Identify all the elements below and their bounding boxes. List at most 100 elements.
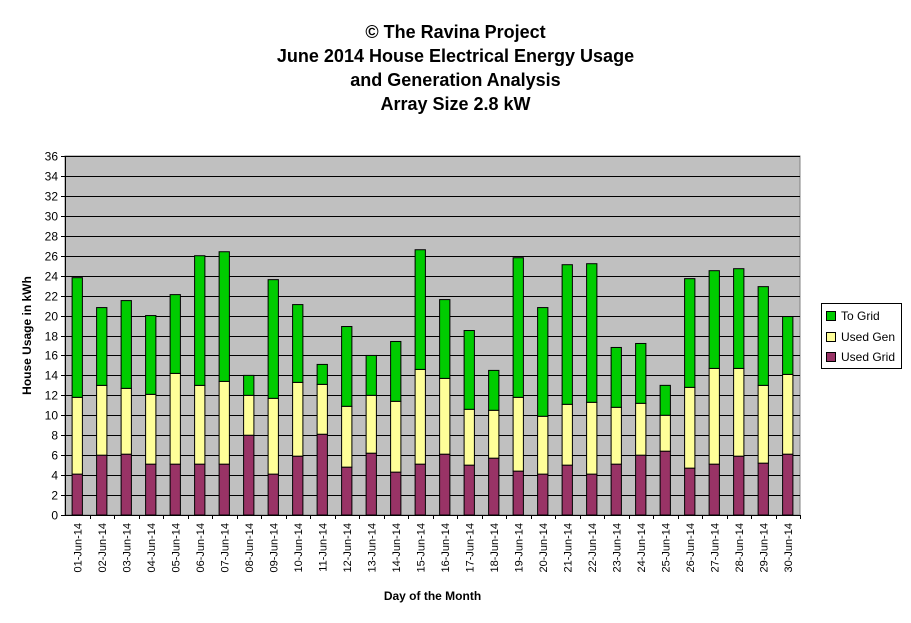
bar-used-gen [635,402,647,456]
y-tick-label: 16 [45,349,59,363]
bar-to-grid [96,307,108,386]
bar-used-grid [120,453,132,516]
bar-to-grid [561,264,573,405]
bar-used-gen [586,401,598,475]
bar-used-grid [341,466,353,516]
legend-swatch-used-gen [826,331,836,342]
x-tick-label: 23-Jun-14 [611,523,623,573]
x-tick-label: 03-Jun-14 [121,523,133,573]
x-tick-label: 10-Jun-14 [293,523,305,573]
y-tick-label: 2 [51,489,58,503]
bar-used-grid [782,453,794,516]
legend-item-to-grid: To Grid [826,309,880,323]
bar-to-grid [194,255,206,386]
y-tick-label: 20 [45,310,59,324]
bar-to-grid [782,316,794,375]
x-tick-label: 25-Jun-14 [660,523,672,573]
bar-used-grid [463,464,475,516]
bar-used-gen [194,384,206,465]
bar-to-grid [439,299,451,379]
x-tick-label: 12-Jun-14 [342,523,354,573]
bar-used-grid [71,473,83,516]
x-tick-label: 21-Jun-14 [562,523,574,573]
bar-used-gen [243,394,255,436]
chart-title-line-2: June 2014 House Electrical Energy Usage [276,46,635,66]
bar-used-grid [169,463,181,516]
bar-to-grid [71,277,83,398]
bar-to-grid [390,340,402,402]
bar-used-gen [390,400,402,473]
chart-title-line-4: Array Size 2.8 kW [380,94,531,114]
bar-to-grid [757,286,769,386]
legend-swatch-used-grid [826,351,836,362]
x-tick-label: 13-Jun-14 [366,523,378,573]
y-tick-label: 30 [45,210,59,224]
bar-used-gen [145,393,157,465]
bar-to-grid [537,307,549,417]
y-axis-label: House Usage in kWh [20,276,34,395]
bar-used-grid [390,471,402,516]
bar-used-gen [71,396,83,475]
x-tick-label: 19-Jun-14 [513,523,525,573]
y-tick-label: 12 [45,389,59,403]
x-tick-label: 24-Jun-14 [636,523,648,573]
bar-used-gen [537,415,549,475]
legend-item-used-gen: Used Gen [826,330,895,344]
bar-to-grid [586,263,598,403]
y-tick-label: 4 [51,469,58,483]
x-tick-label: 30-Jun-14 [783,523,795,573]
bar-to-grid [635,342,647,404]
x-tick-label: 28-Jun-14 [734,523,746,573]
bar-used-gen [659,414,671,452]
bar-used-grid [659,450,671,516]
bar-used-grid [635,454,647,516]
bar-used-grid [708,463,720,516]
x-tick-label: 22-Jun-14 [587,523,599,573]
x-tick-label: 15-Jun-14 [415,523,427,573]
legend-item-used-grid: Used Grid [826,350,895,364]
bar-to-grid [145,315,157,395]
chart-title-line-1: © The Ravina Project [365,22,546,42]
bar-used-gen [733,367,745,457]
bar-used-gen [218,380,230,465]
bar-used-gen [96,384,108,456]
y-tick-label: 26 [45,250,59,264]
bar-used-gen [561,403,573,466]
bar-to-grid [120,300,132,389]
bar-used-gen [684,386,696,469]
bar-to-grid [218,251,230,382]
bar-used-gen [512,396,524,472]
x-tick-label: 09-Jun-14 [268,523,280,573]
bar-used-gen [610,406,622,465]
bar-used-grid [218,463,230,516]
y-tick-label: 18 [45,330,59,344]
bar-to-grid [365,354,377,396]
bar-to-grid [341,326,353,407]
legend-label-used-grid: Used Grid [841,350,896,364]
bar-used-grid [684,467,696,516]
bar-used-gen [341,405,353,468]
bar-used-gen [169,372,181,465]
bar-used-grid [757,462,769,516]
bar-used-grid [414,463,426,516]
legend-label-to-grid: To Grid [841,309,880,323]
x-tick-label: 11-Jun-14 [317,523,329,572]
bar-used-grid [439,453,451,516]
bar-used-grid [316,433,328,516]
bar-to-grid [292,304,304,383]
bar-used-gen [267,397,279,475]
x-tick-label: 17-Jun-14 [464,523,476,573]
bar-used-grid [145,463,157,516]
x-tick-label: 07-Jun-14 [219,523,231,573]
bar-to-grid [659,384,671,416]
bar-to-grid [512,257,524,398]
bar-used-grid [488,457,500,516]
bar-to-grid [733,268,745,369]
bar-used-gen [292,381,304,457]
bar-used-grid [365,452,377,516]
y-tick-label: 22 [45,290,59,304]
bar-used-grid [194,463,206,516]
bar-used-gen [414,368,426,465]
bar-used-gen [757,384,769,464]
